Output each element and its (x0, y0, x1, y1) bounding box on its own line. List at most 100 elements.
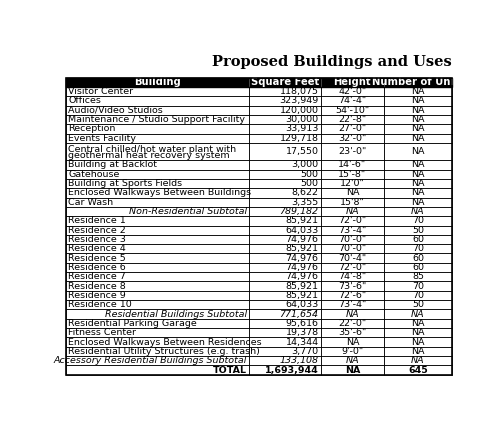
Bar (321, 216, 384, 226)
Bar (384, 226, 452, 235)
Bar (66, 235, 249, 244)
Bar (66, 115, 249, 124)
Text: 74,976: 74,976 (286, 254, 319, 262)
Text: 771,654: 771,654 (280, 310, 319, 318)
Bar (384, 87, 452, 96)
Bar (321, 207, 384, 216)
Bar (384, 207, 452, 216)
Text: NA: NA (411, 328, 425, 337)
Bar (249, 160, 321, 170)
Text: Fitness Center: Fitness Center (68, 328, 136, 337)
Text: 95,616: 95,616 (286, 319, 319, 328)
Text: 17,550: 17,550 (286, 147, 319, 156)
Bar (384, 365, 452, 375)
Bar (66, 235, 249, 244)
Bar (66, 365, 249, 375)
Bar (321, 106, 384, 115)
Text: Residence 8: Residence 8 (68, 282, 126, 290)
Bar (66, 226, 249, 235)
Bar (66, 207, 249, 216)
Bar (321, 291, 384, 300)
Text: 14,344: 14,344 (285, 338, 319, 346)
Bar (66, 87, 249, 96)
Text: NA: NA (411, 347, 425, 356)
Bar (321, 338, 384, 347)
Text: NA: NA (411, 115, 425, 124)
Bar (249, 254, 321, 263)
Bar (66, 319, 249, 328)
Bar (249, 170, 321, 179)
Bar (249, 216, 321, 226)
Bar (66, 170, 249, 179)
Bar (249, 319, 321, 328)
Text: NA: NA (411, 147, 425, 156)
Text: NA: NA (411, 97, 425, 106)
Bar (321, 347, 384, 356)
Bar (321, 179, 384, 188)
Bar (384, 198, 452, 207)
Bar (384, 160, 452, 170)
Bar (321, 347, 384, 356)
Text: NA: NA (346, 207, 359, 216)
Bar (384, 106, 452, 115)
Bar (384, 216, 452, 226)
Bar (66, 272, 249, 282)
Bar (321, 198, 384, 207)
Bar (321, 216, 384, 226)
Text: 73'-4": 73'-4" (338, 226, 366, 234)
Text: 64,033: 64,033 (285, 300, 319, 309)
Bar (321, 282, 384, 291)
Bar (321, 291, 384, 300)
Text: 645: 645 (408, 365, 428, 374)
Text: 789,182: 789,182 (280, 207, 319, 216)
Bar (321, 300, 384, 310)
Text: 8,622: 8,622 (292, 188, 319, 197)
Text: Offices: Offices (68, 97, 101, 106)
Bar (384, 96, 452, 106)
Text: Building at Sports Fields: Building at Sports Fields (68, 179, 182, 188)
Bar (384, 300, 452, 310)
Bar (249, 338, 321, 347)
Bar (321, 115, 384, 124)
Text: 14'-6": 14'-6" (338, 160, 366, 169)
Bar (66, 188, 249, 198)
Bar (321, 310, 384, 319)
Bar (321, 310, 384, 319)
Bar (66, 272, 249, 282)
Bar (321, 143, 384, 160)
Text: NA: NA (411, 170, 425, 179)
Bar (249, 78, 321, 87)
Bar (249, 319, 321, 328)
Bar (249, 365, 321, 375)
Bar (321, 188, 384, 198)
Text: 74'-4": 74'-4" (338, 97, 366, 106)
Bar (384, 310, 452, 319)
Bar (384, 328, 452, 338)
Bar (66, 96, 249, 106)
Bar (249, 143, 321, 160)
Text: Visitor Center: Visitor Center (68, 87, 133, 96)
Bar (321, 254, 384, 263)
Text: 73'-6": 73'-6" (338, 282, 366, 290)
Bar (321, 143, 384, 160)
Text: NA: NA (411, 198, 425, 206)
Bar (249, 179, 321, 188)
Bar (249, 272, 321, 282)
Bar (249, 347, 321, 356)
Bar (66, 198, 249, 207)
Bar (249, 300, 321, 310)
Bar (66, 134, 249, 143)
Bar (66, 179, 249, 188)
Text: 64,033: 64,033 (285, 226, 319, 234)
Bar (66, 282, 249, 291)
Bar (384, 78, 452, 87)
Bar (249, 244, 321, 254)
Text: 500: 500 (300, 170, 319, 179)
Text: 9'-0": 9'-0" (341, 347, 363, 356)
Bar (384, 160, 452, 170)
Bar (66, 179, 249, 188)
Text: NA: NA (346, 338, 359, 346)
Bar (384, 356, 452, 365)
Text: NA: NA (411, 125, 425, 134)
Bar (66, 291, 249, 300)
